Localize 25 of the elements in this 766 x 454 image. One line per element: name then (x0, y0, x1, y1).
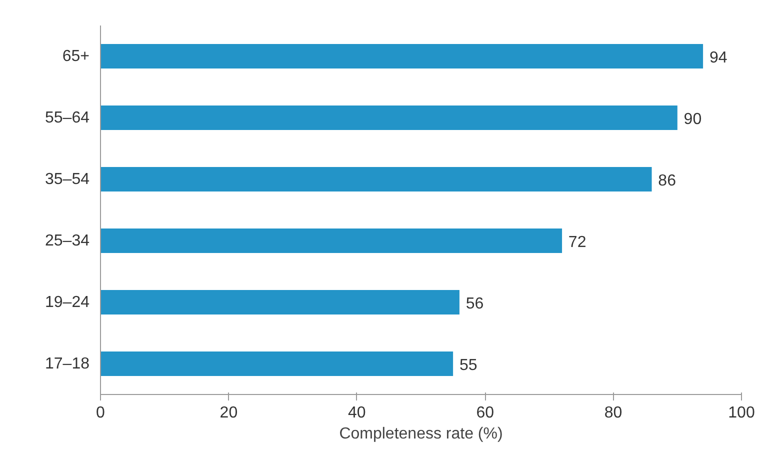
bar (100, 166, 652, 192)
bar (100, 351, 454, 376)
x-tick-label: 100 (728, 404, 755, 422)
bar (100, 44, 704, 69)
data-label: 56 (466, 295, 484, 312)
y-tick-label: 25–34 (45, 232, 90, 250)
data-label: 72 (568, 234, 586, 251)
y-tick-label: 65+ (62, 48, 90, 65)
y-tick-label: 35–54 (45, 170, 90, 188)
data-label: 86 (658, 172, 676, 190)
bar (100, 105, 678, 130)
data-label: 55 (459, 356, 478, 374)
x-tick-label: 20 (220, 404, 238, 422)
x-tick-label: 80 (604, 404, 622, 422)
x-axis-title: Completeness rate (%) (339, 426, 503, 442)
bar (100, 228, 562, 254)
y-tick-label: 17–18 (45, 355, 90, 372)
x-tick-label: 60 (476, 404, 494, 422)
data-label: 90 (684, 110, 702, 128)
bar (100, 290, 460, 315)
y-tick-label: 19–24 (45, 294, 90, 311)
x-tick-label: 40 (348, 404, 366, 422)
x-tick-label: 0 (96, 404, 106, 422)
y-tick-label: 55–64 (45, 109, 90, 126)
data-label: 94 (709, 49, 728, 66)
